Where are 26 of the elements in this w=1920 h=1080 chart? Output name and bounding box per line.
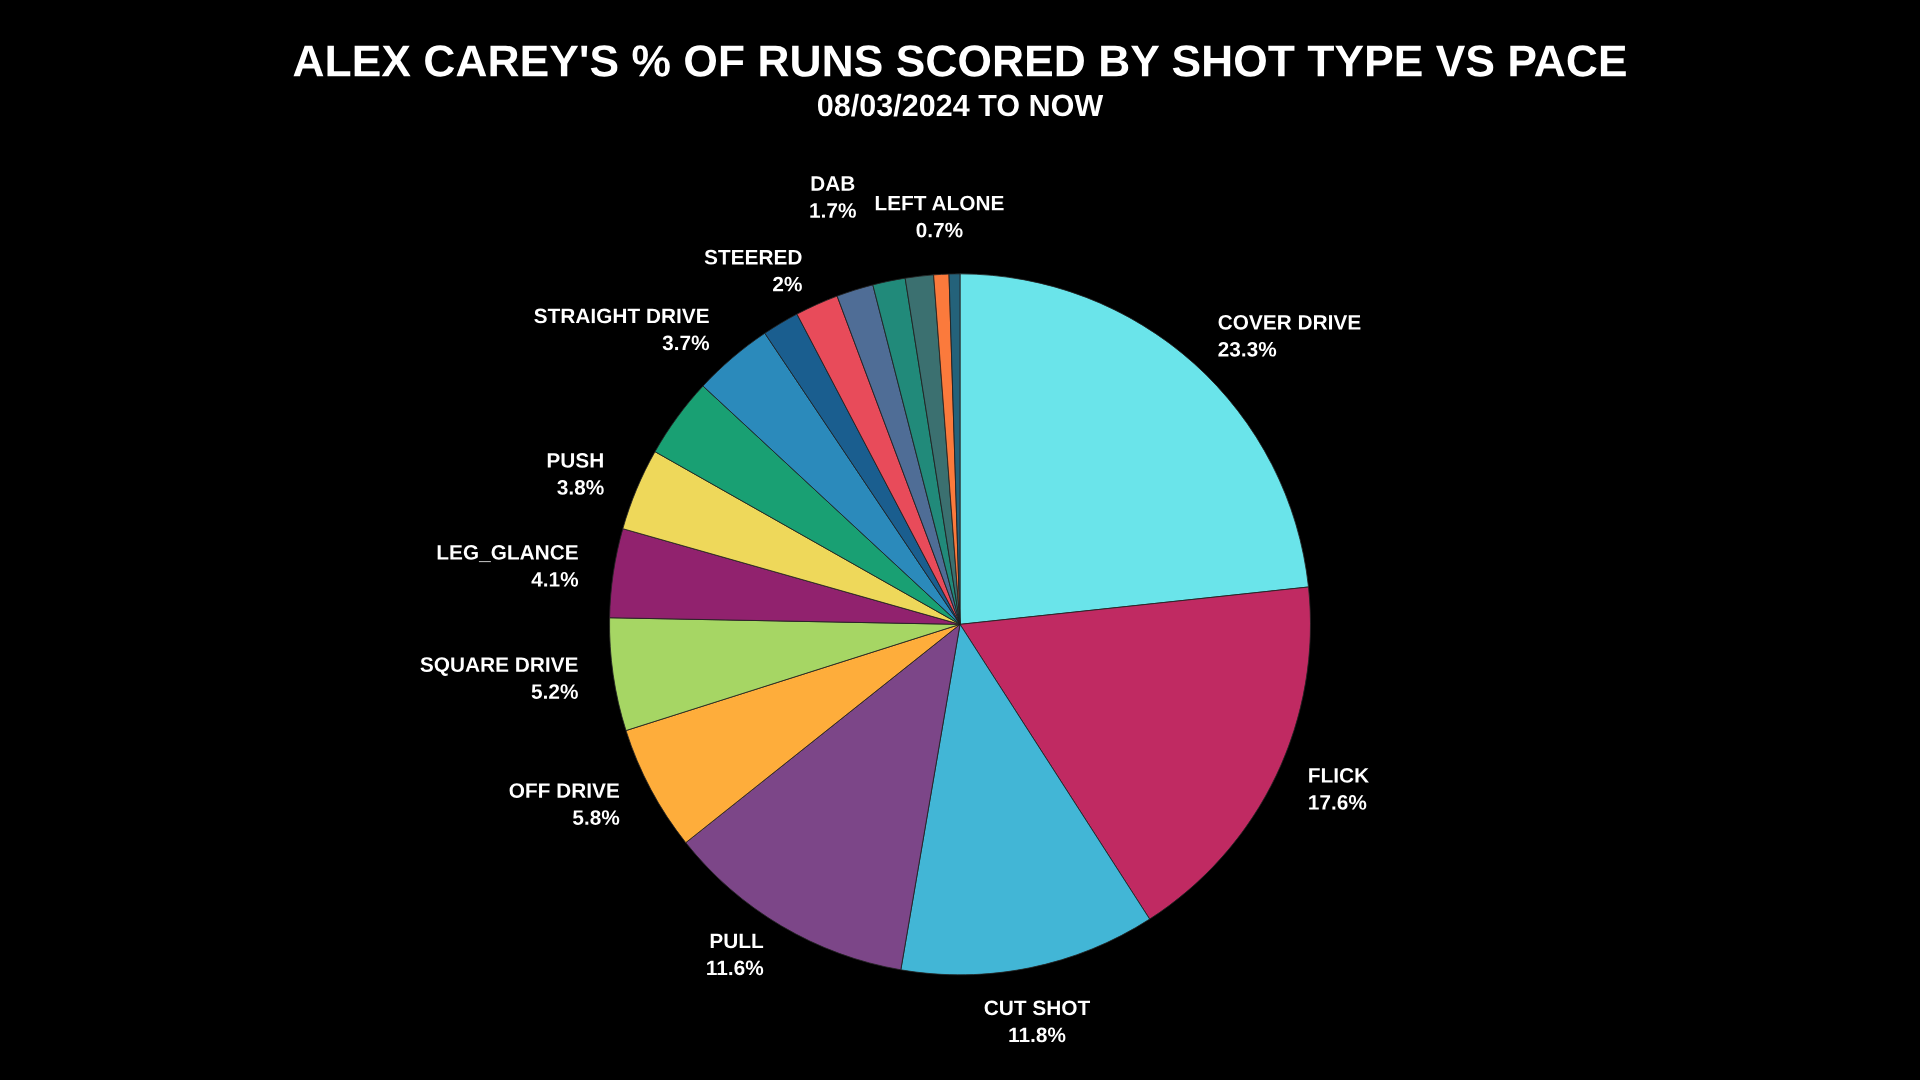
slice-label: COVER DRIVE bbox=[1218, 314, 1361, 330]
data-label: 2% bbox=[773, 276, 802, 292]
slice-label: STEERED bbox=[704, 249, 802, 265]
data-label: 4.1% bbox=[531, 572, 579, 587]
slice-label: FLICK bbox=[1309, 768, 1369, 783]
slice-label: LEG_GLANCE bbox=[437, 545, 578, 563]
data-label: 3.7% bbox=[662, 335, 710, 351]
slice-label: OFF DRIVE bbox=[509, 783, 620, 798]
data-label: 1.7% bbox=[810, 203, 856, 218]
data-label: 23.3% bbox=[1218, 341, 1277, 357]
data-label: 0.7% bbox=[916, 222, 963, 238]
slice-label: STRAIGHT DRIVE bbox=[534, 308, 709, 324]
slice-label: DAB bbox=[811, 176, 855, 191]
slice-label: CUT SHOT bbox=[984, 1000, 1091, 1016]
data-label: 11.6% bbox=[707, 960, 764, 976]
data-label: 3.8% bbox=[557, 480, 604, 495]
slice-label: SQUARE DRIVE bbox=[420, 657, 578, 676]
chart-subtitle: 08/03/2024 TO NOW bbox=[817, 93, 1104, 117]
slice-label: LEFT ALONE bbox=[875, 195, 1004, 211]
slice-label: PULL bbox=[710, 933, 764, 949]
data-label: 11.8% bbox=[1009, 1027, 1066, 1043]
data-label: 5.2% bbox=[531, 684, 578, 699]
slice-label: PUSH bbox=[547, 453, 603, 468]
data-label: 5.8% bbox=[573, 810, 620, 825]
data-label: 17.6% bbox=[1309, 795, 1367, 810]
chart-title: ALEX CAREY'S % OF RUNS SCORED BY SHOT TYPE VS PACE bbox=[293, 45, 1626, 77]
